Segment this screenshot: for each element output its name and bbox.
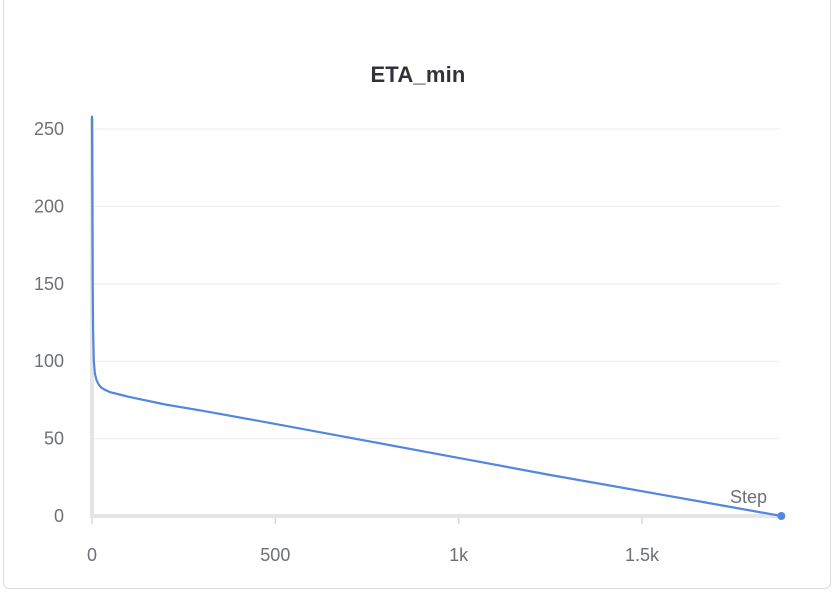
y-tick-label: 0 <box>54 506 64 526</box>
y-tick-label: 200 <box>34 196 64 216</box>
y-tick-label: 50 <box>44 429 64 449</box>
x-tick-label: 1.5k <box>625 545 660 565</box>
x-tick-label: 0 <box>87 545 97 565</box>
chart-panel <box>3 0 831 589</box>
x-tick-label: 1k <box>449 545 469 565</box>
x-tick-label: 500 <box>260 545 290 565</box>
series-end-point <box>777 512 786 520</box>
y-tick-label: 100 <box>34 351 64 371</box>
label-layer: Step <box>730 487 767 507</box>
chart-title: ETA_min <box>370 62 466 87</box>
x-axis-label: Step <box>730 487 767 507</box>
grid-layer <box>92 128 780 440</box>
y-tick-label: 250 <box>34 119 64 139</box>
series-layer <box>90 115 786 520</box>
series-line <box>90 115 783 518</box>
y-tick-label: 150 <box>34 274 64 294</box>
axis-layer: 0 50 100 150 200 250 0 500 1k 1.5k <box>34 118 780 565</box>
